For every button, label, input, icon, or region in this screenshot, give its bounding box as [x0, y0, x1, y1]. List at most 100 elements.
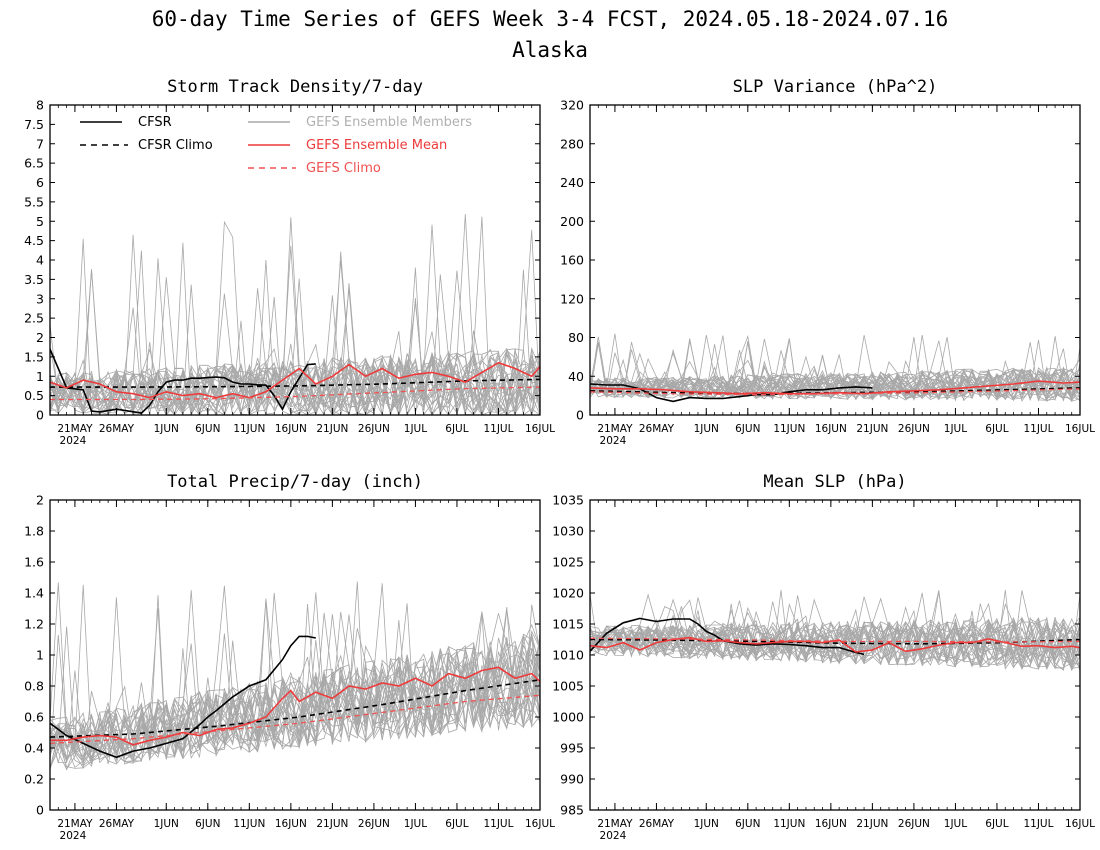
series-gefs-climo [590, 388, 1080, 396]
y-tick-label: 2 [36, 493, 44, 508]
panel-title: Total Precip/7-day (inch) [167, 472, 423, 492]
x-tick-label: 6JUN [195, 818, 220, 830]
legend-label-members: GEFS Ensemble Members [306, 115, 472, 130]
y-tick-label: 0.4 [24, 741, 44, 756]
x-tick-label: 6JUL [985, 423, 1008, 435]
x-tick-label: 16JUL [525, 818, 555, 830]
ensemble-member-line [590, 602, 1080, 670]
x-tick-label: 1JUN [694, 423, 719, 435]
x-tick-label: 26JUN [358, 818, 390, 830]
y-tick-label: 5 [36, 214, 44, 229]
x-tick-label: 6JUN [735, 423, 760, 435]
y-tick-label: 80 [568, 330, 584, 345]
y-tick-label: 990 [560, 772, 584, 787]
ensemble-member-line [50, 224, 540, 415]
y-tick-label: 0.5 [24, 388, 44, 403]
x-year-label: 2024 [600, 830, 627, 842]
ensemble-member-line [590, 597, 1080, 666]
x-tick-label: 16JUL [525, 423, 555, 435]
x-tick-label: 11JUL [1023, 818, 1053, 830]
y-tick-label: 4.5 [24, 233, 44, 248]
x-tick-label: 11JUN [233, 423, 265, 435]
y-tick-label: 7 [36, 136, 44, 151]
y-tick-label: 1.4 [24, 586, 44, 601]
x-year-label: 2024 [600, 435, 627, 447]
x-tick-label: 1JUN [154, 423, 179, 435]
panel-title: Storm Track Density/7-day [167, 77, 423, 97]
y-tick-label: 995 [560, 741, 584, 756]
x-tick-label: 1JUL [944, 818, 967, 830]
x-tick-label: 11JUL [483, 423, 513, 435]
series-cfsr [50, 348, 316, 414]
legend-label-mean: GEFS Ensemble Mean [306, 138, 447, 153]
y-tick-label: 240 [560, 175, 584, 190]
series-gefs-ensemble-mean [590, 380, 1080, 395]
y-tick-label: 0 [36, 803, 44, 818]
series-gefs-climo [50, 694, 540, 745]
y-tick-label: 0.8 [24, 679, 44, 694]
plot-area [50, 213, 540, 415]
y-tick-label: 280 [560, 136, 584, 151]
x-tick-label: 21JUN [316, 818, 348, 830]
series-gefs-ensemble-mean [50, 361, 540, 399]
y-tick-label: 1000 [552, 710, 584, 725]
ensemble-member-line [50, 270, 540, 415]
x-tick-label: 26MAY [99, 423, 135, 435]
ensemble-member-line [590, 335, 1080, 401]
y-tick-label: 1005 [552, 679, 584, 694]
x-tick-label: 6JUL [445, 423, 468, 435]
legend-label-cfsr-climo: CFSR Climo [138, 138, 213, 153]
x-year-label: 2024 [60, 435, 87, 447]
x-tick-label: 11JUN [233, 818, 265, 830]
ensemble-member-line [50, 590, 540, 769]
x-tick-label: 21MAY [597, 423, 633, 435]
series-cfsr-climo [50, 378, 540, 388]
y-tick-label: 4 [36, 253, 44, 268]
plot-area [50, 581, 540, 771]
x-tick-label: 11JUL [1023, 423, 1053, 435]
x-tick-label: 11JUL [483, 818, 513, 830]
ensemble-member-line [590, 590, 1080, 672]
x-tick-label: 11JUN [773, 818, 805, 830]
x-tick-label: 26JUN [898, 423, 930, 435]
x-tick-label: 1JUL [404, 423, 427, 435]
ensemble-member-line [590, 600, 1080, 670]
panel-title: Mean SLP (hPa) [763, 472, 906, 492]
figure-subtitle: Alaska [512, 38, 588, 62]
y-tick-label: 5.5 [24, 194, 44, 209]
y-tick-label: 1.8 [24, 524, 44, 539]
series-gefs-climo [590, 637, 1080, 643]
x-tick-label: 16JUN [275, 423, 307, 435]
ensemble-member-line [590, 366, 1080, 402]
y-tick-label: 0 [576, 408, 584, 423]
y-tick-label: 1020 [552, 586, 584, 601]
y-tick-label: 8 [36, 98, 44, 113]
x-tick-label: 16JUN [815, 818, 847, 830]
x-tick-label: 1JUL [404, 818, 427, 830]
ensemble-member-line [50, 216, 540, 415]
y-tick-label: 0 [36, 408, 44, 423]
x-tick-label: 16JUL [1065, 423, 1095, 435]
ensemble-member-line [590, 618, 1080, 667]
y-tick-label: 1 [36, 369, 44, 384]
x-tick-label: 26MAY [639, 423, 675, 435]
ensemble-member-line [590, 610, 1080, 668]
x-tick-label: 6JUL [445, 818, 468, 830]
panel-slp-variance: SLP Variance (hPa^2) 0 40 80 120 160 200 240 28… [560, 77, 1095, 447]
x-tick-label: 6JUN [735, 818, 760, 830]
x-tick-label: 1JUN [154, 818, 179, 830]
plot-area [590, 589, 1080, 672]
ensemble-member-line [590, 620, 1080, 670]
y-tick-label: 40 [568, 369, 584, 384]
series-cfsr [590, 617, 865, 656]
ensemble-member-line [50, 284, 540, 415]
series-gefs-ensemble-mean [50, 666, 540, 746]
y-tick-label: 2 [36, 330, 44, 345]
y-tick-label: 7.5 [24, 117, 44, 132]
x-tick-label: 6JUN [195, 423, 220, 435]
legend-label-gefs-climo: GEFS Climo [306, 161, 381, 176]
ensemble-member-line [590, 343, 1080, 401]
series-cfsr-climo [590, 387, 1080, 395]
x-tick-label: 21JUN [856, 423, 888, 435]
